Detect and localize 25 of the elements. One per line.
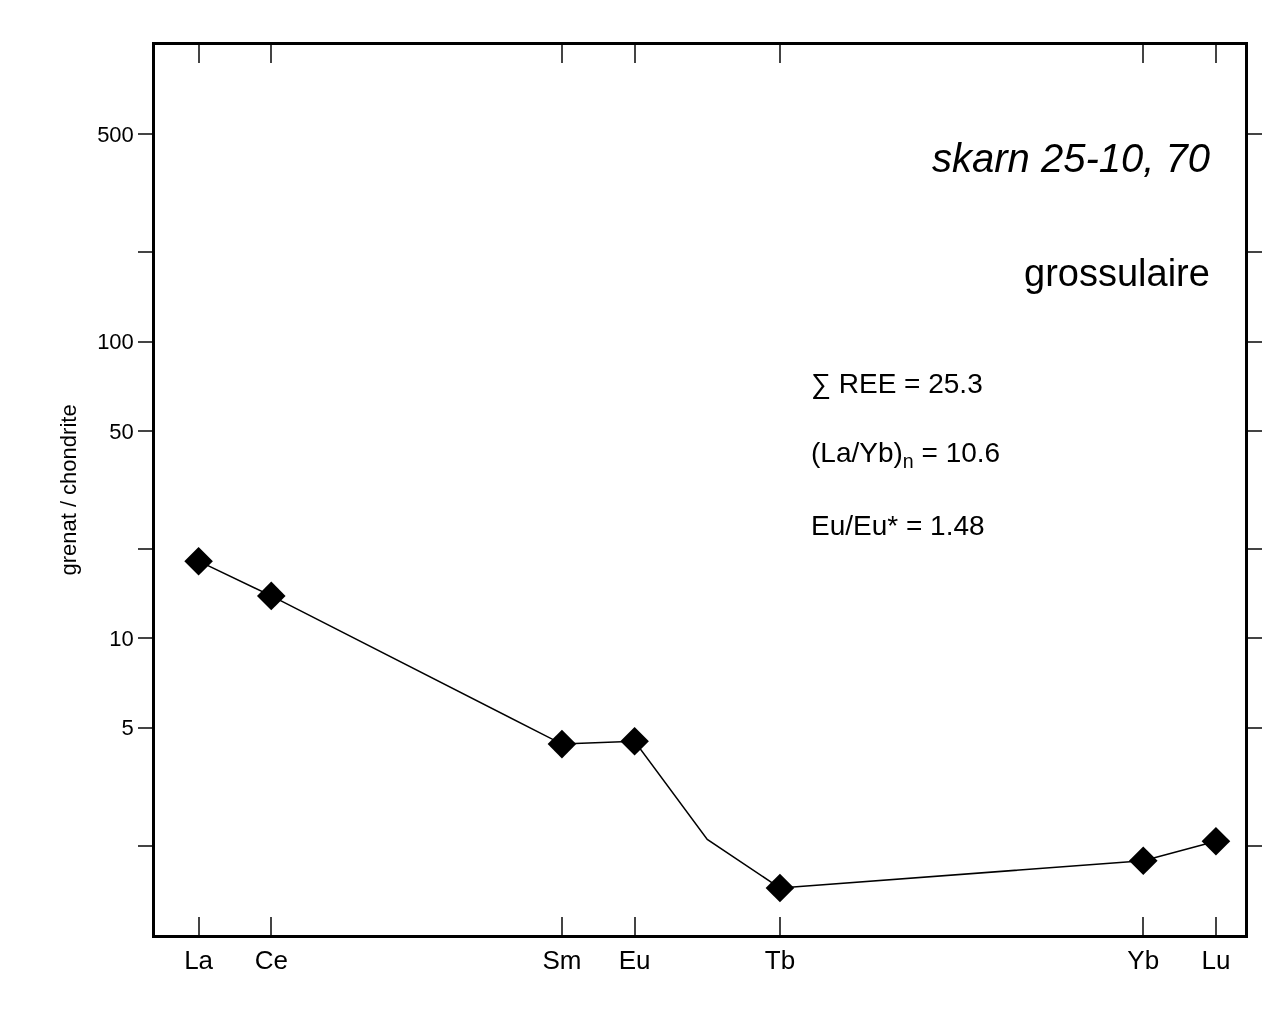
y-tick-label: 5 <box>121 715 134 741</box>
annotation: Eu/Eu* = 1.48 <box>811 510 985 541</box>
annotation: ∑ REE = 25.3 <box>811 368 983 399</box>
annotation: (La/Yb)$_{n}$ = 10.6 <box>811 437 1001 472</box>
point <box>1128 846 1158 876</box>
point <box>620 726 649 756</box>
annotation: skarn 25-10, 70 <box>932 136 1210 180</box>
y-axis-title: grenat / chondrite <box>55 404 81 576</box>
x-tick-label: Eu <box>618 944 651 975</box>
annotation: grossulaire <box>1024 252 1210 294</box>
x-tick-label: Ce <box>254 944 288 975</box>
point <box>184 546 213 576</box>
point <box>765 873 795 903</box>
x-tick-label: Lu <box>1201 944 1231 975</box>
x-tick-label: Sm <box>542 944 582 975</box>
point <box>256 581 286 611</box>
point <box>547 729 577 759</box>
y-tick-label: 50 <box>109 418 134 444</box>
x-tick-label: Tb <box>764 944 796 975</box>
y-tick-label: 100 <box>97 329 134 355</box>
x-tick-label: Yb <box>1127 944 1160 975</box>
point <box>1201 826 1231 856</box>
y-tick-label: 10 <box>109 626 134 652</box>
y-tick-label: 500 <box>97 122 134 148</box>
x-tick-label: La <box>184 944 214 975</box>
